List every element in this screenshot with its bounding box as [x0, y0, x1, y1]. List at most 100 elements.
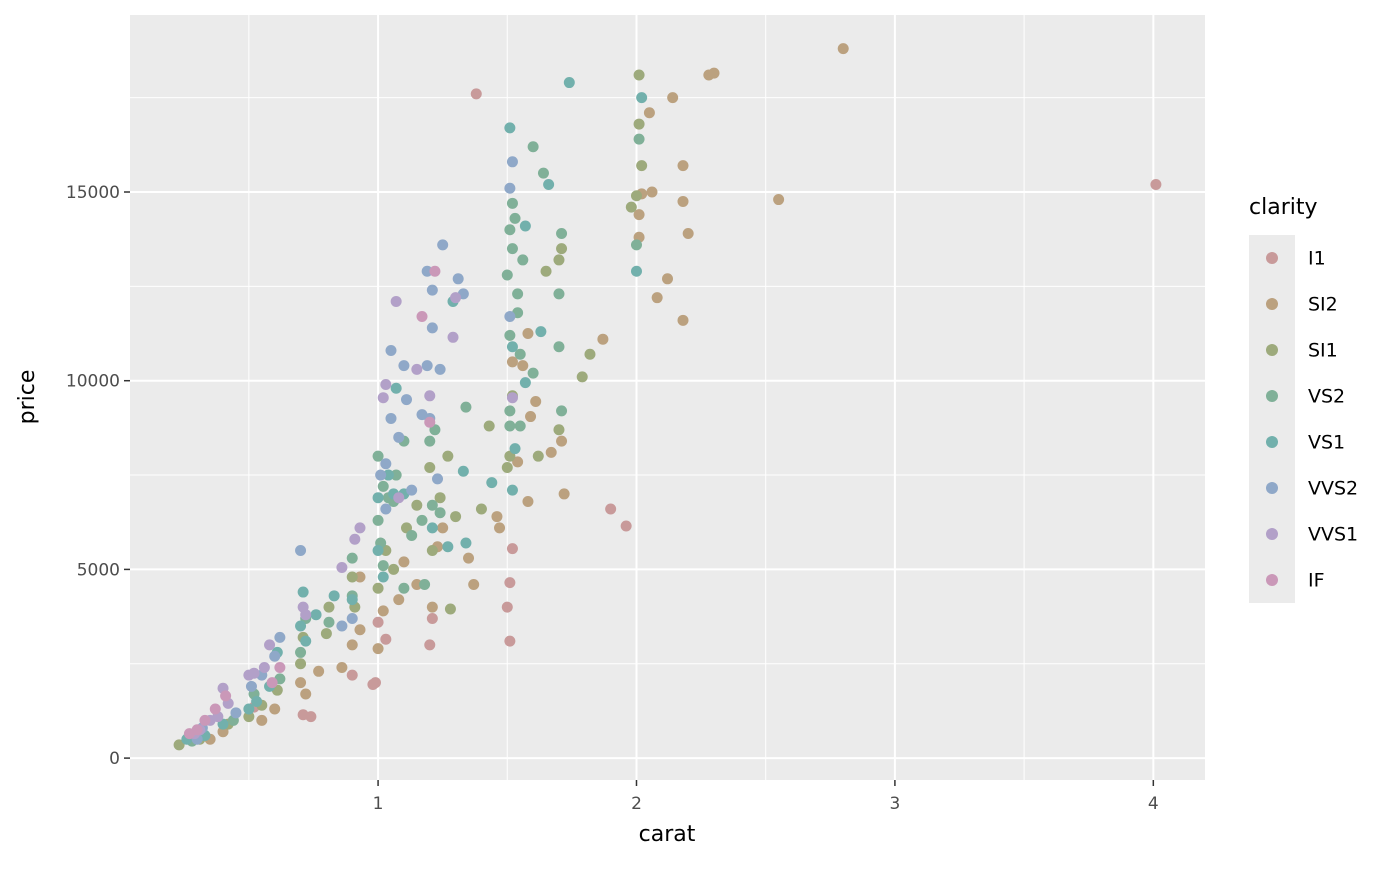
point — [519, 220, 531, 232]
point — [377, 480, 389, 492]
point — [295, 545, 307, 557]
point — [421, 265, 433, 277]
point — [426, 322, 438, 334]
legend-swatch — [1266, 574, 1278, 586]
point — [553, 424, 565, 436]
point — [509, 212, 521, 224]
point — [475, 503, 487, 515]
point — [463, 552, 475, 564]
point — [517, 360, 529, 372]
point — [377, 571, 389, 583]
point — [320, 628, 332, 640]
point — [354, 522, 366, 534]
legend-label: VVS2 — [1308, 478, 1358, 500]
point — [300, 688, 312, 700]
point — [630, 190, 642, 202]
point — [509, 443, 521, 455]
legend-label: SI2 — [1308, 294, 1338, 316]
point — [354, 624, 366, 636]
point — [372, 582, 384, 594]
point — [251, 695, 263, 707]
point — [390, 382, 402, 394]
point — [506, 197, 518, 209]
point — [504, 635, 516, 647]
point — [434, 363, 446, 375]
x-tick-label: 1 — [373, 794, 384, 814]
point — [274, 631, 286, 643]
point — [432, 473, 444, 485]
point — [468, 579, 480, 591]
point — [506, 341, 518, 353]
point — [424, 390, 436, 402]
point — [426, 601, 438, 613]
point — [447, 331, 459, 343]
point — [269, 650, 281, 662]
point — [245, 680, 257, 692]
point — [310, 609, 322, 621]
point — [444, 603, 456, 615]
point — [646, 186, 658, 198]
point — [243, 711, 255, 723]
point — [382, 469, 394, 481]
point — [346, 639, 358, 651]
point — [367, 679, 379, 691]
point — [517, 254, 529, 266]
point — [553, 288, 565, 300]
point — [295, 677, 307, 689]
point — [372, 492, 384, 504]
point — [230, 707, 242, 719]
y-axis-title: price — [15, 370, 40, 425]
point — [494, 522, 506, 534]
point — [393, 431, 405, 443]
point — [274, 662, 286, 674]
point — [504, 122, 516, 134]
point — [390, 469, 402, 481]
point — [429, 265, 441, 277]
legend-label: I1 — [1308, 248, 1326, 270]
point — [450, 292, 462, 304]
point — [385, 345, 397, 357]
point — [393, 492, 405, 504]
point — [452, 273, 464, 285]
point — [512, 288, 524, 300]
point — [522, 328, 534, 340]
point — [426, 499, 438, 511]
point — [419, 579, 431, 591]
point — [183, 728, 195, 740]
point — [426, 612, 438, 624]
point — [346, 669, 358, 681]
point — [553, 341, 565, 353]
point — [346, 594, 358, 606]
point — [1150, 178, 1162, 190]
point — [501, 269, 513, 281]
point — [385, 412, 397, 424]
point — [401, 394, 413, 406]
legend-swatch — [1266, 482, 1278, 494]
point — [556, 243, 568, 255]
point — [266, 677, 278, 689]
point — [504, 577, 516, 589]
point — [563, 77, 575, 89]
point — [708, 67, 720, 79]
point — [372, 545, 384, 557]
point — [406, 484, 418, 496]
point — [416, 514, 428, 526]
point — [426, 522, 438, 534]
point — [300, 635, 312, 647]
point — [584, 348, 596, 360]
point — [424, 462, 436, 474]
point — [605, 503, 617, 515]
point — [442, 450, 454, 462]
point — [506, 543, 518, 555]
point — [375, 469, 387, 481]
x-tick-label: 4 — [1148, 794, 1159, 814]
point — [514, 348, 526, 360]
point — [297, 586, 309, 598]
point — [346, 552, 358, 564]
point — [633, 209, 645, 221]
point — [633, 69, 645, 81]
point — [336, 562, 348, 574]
point — [543, 178, 555, 190]
point — [597, 333, 609, 345]
point — [269, 703, 281, 715]
